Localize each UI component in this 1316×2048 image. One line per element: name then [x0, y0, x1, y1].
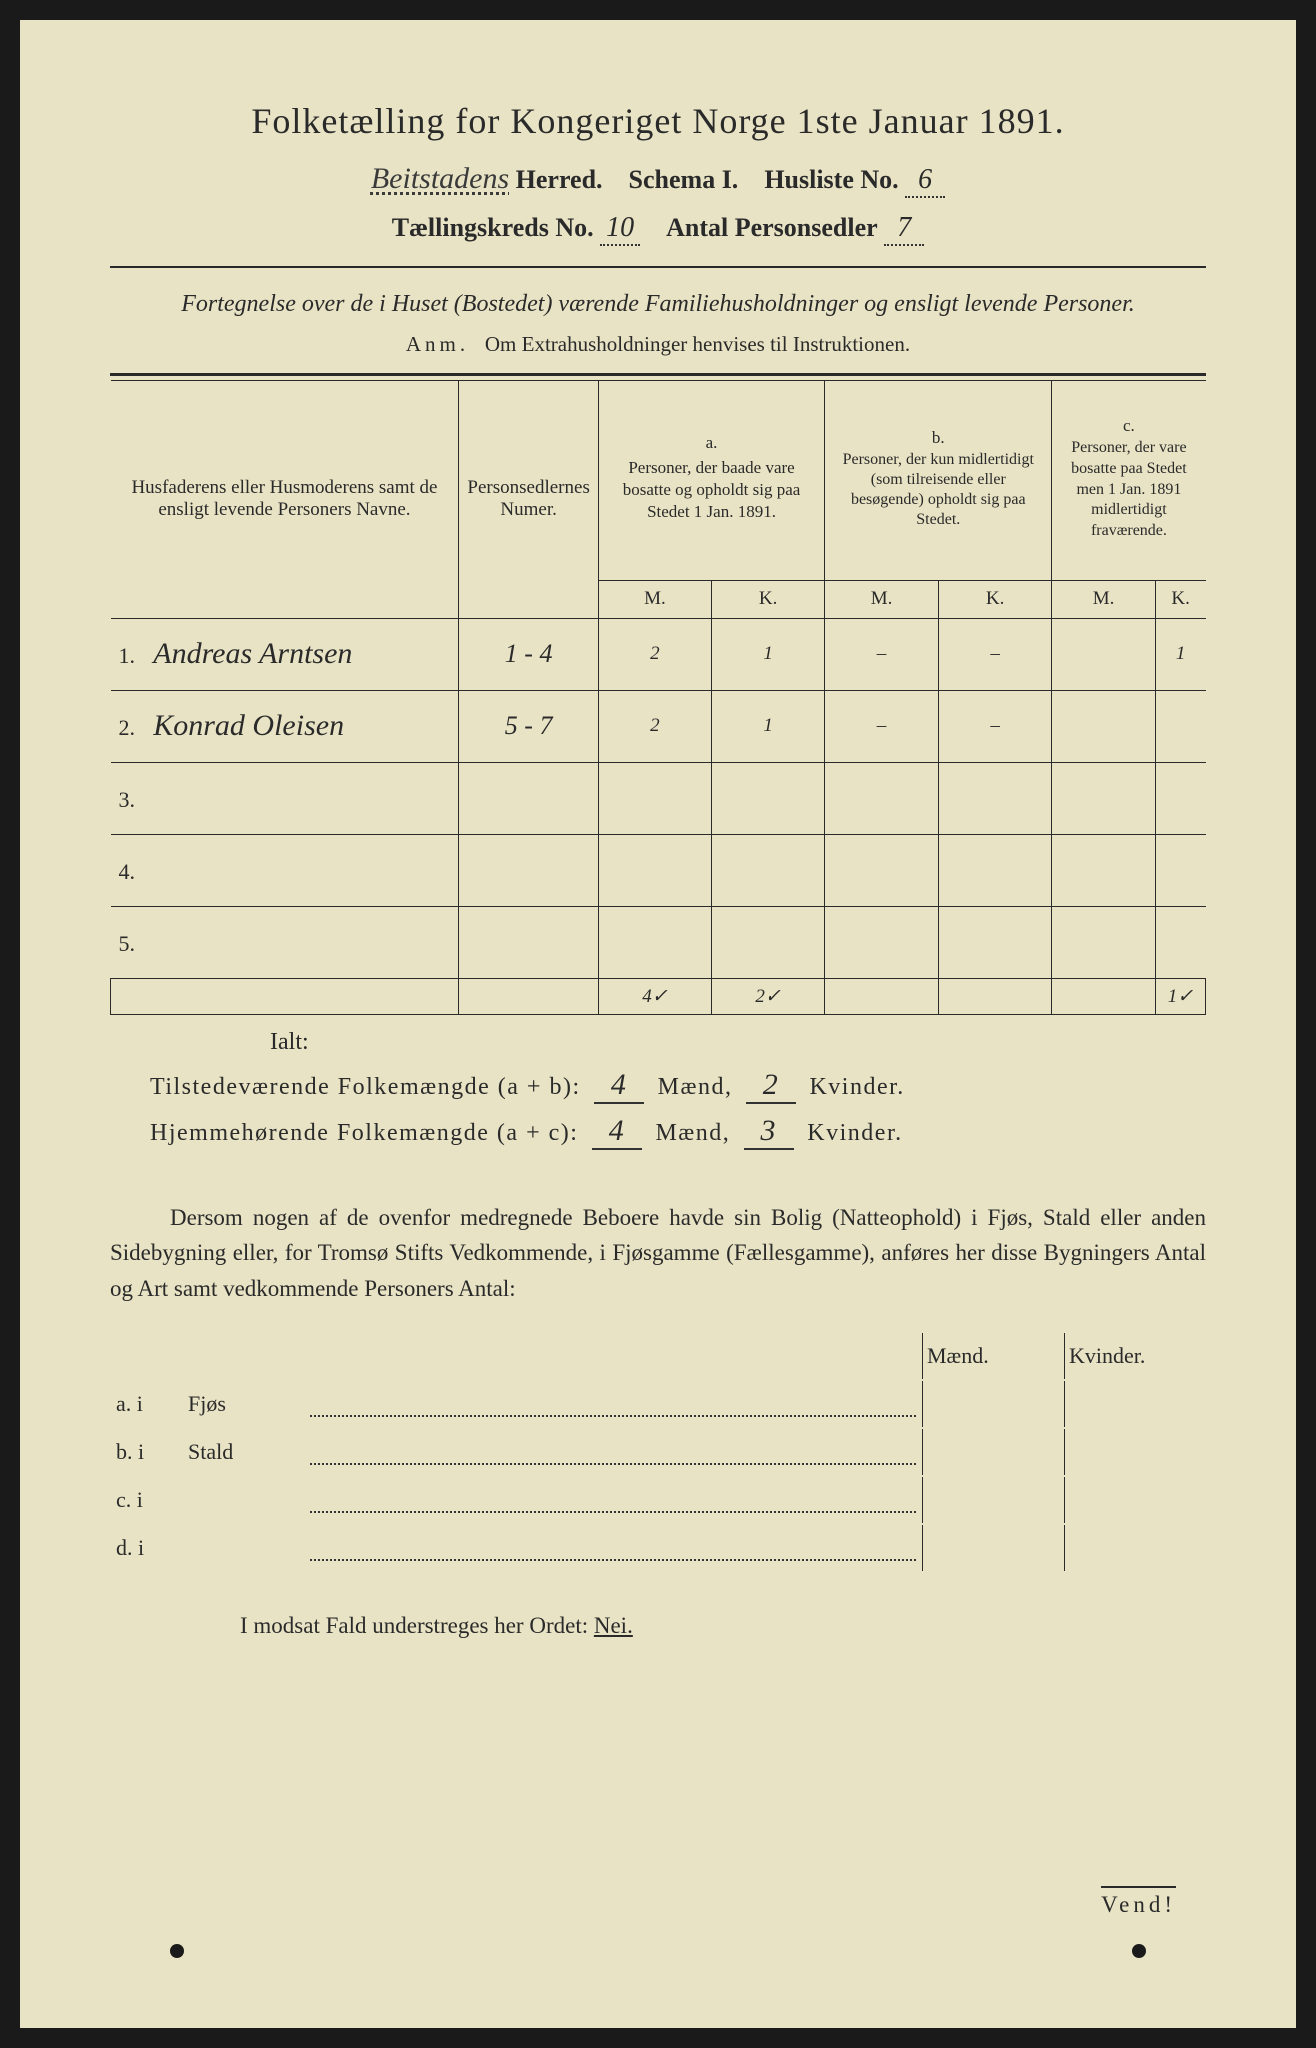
col-b-k: K.	[938, 580, 1051, 618]
col-b-m: M.	[825, 580, 939, 618]
summary-line-1: Tilstedeværende Folkemængde (a + b): 4 M…	[150, 1068, 1206, 1104]
col-c-k: K.	[1155, 580, 1205, 618]
building-table: Mænd. Kvinder. a. iFjøsb. iStaldc. id. i	[110, 1331, 1206, 1573]
bt-maend: Mænd.	[922, 1333, 1062, 1379]
building-paragraph: Dersom nogen af de ovenfor medregnede Be…	[110, 1200, 1206, 1307]
nei-word: Nei.	[594, 1613, 633, 1638]
vend-label: Vend!	[1101, 1886, 1176, 1918]
nei-line: I modsat Fald understreges her Ordet: Ne…	[240, 1613, 1206, 1639]
census-form-page: Folketælling for Kongeriget Norge 1ste J…	[20, 20, 1296, 2028]
sum1-k: 2	[746, 1068, 796, 1104]
sum2-m: 4	[592, 1114, 642, 1150]
herred-label: Herred.	[516, 165, 603, 194]
col-a: a. Personer, der baade vare bosatte og o…	[598, 380, 824, 580]
anm-text: Om Extrahusholdninger henvises til Instr…	[485, 332, 910, 356]
col-names: Husfaderens eller Husmoderens samt de en…	[111, 380, 459, 618]
anm-line: Anm. Om Extrahusholdninger henvises til …	[110, 332, 1206, 357]
header-row-2: Tællingskreds No. 10 Antal Personsedler …	[110, 212, 1206, 246]
page-title: Folketælling for Kongeriget Norge 1ste J…	[110, 100, 1206, 142]
tkreds-no: 10	[600, 212, 640, 246]
building-row: b. iStald	[112, 1429, 1204, 1475]
totals-row: 4✓ 2✓ 1✓	[111, 978, 1206, 1014]
ialt-label: Ialt:	[270, 1029, 1206, 1056]
col-b: b. Personer, der kun midlertidigt (som t…	[825, 380, 1052, 580]
building-row: d. i	[112, 1525, 1204, 1571]
pin-icon	[1132, 1944, 1146, 1958]
antal-label: Antal Personsedler	[666, 213, 878, 242]
pin-icon	[170, 1944, 184, 1958]
herred-handwritten: Beitstadens	[371, 162, 509, 195]
census-table: Husfaderens eller Husmoderens samt de en…	[110, 380, 1206, 1015]
header-row-1: Beitstadens Herred. Schema I. Husliste N…	[110, 162, 1206, 198]
summary-line-2: Hjemmehørende Folkemængde (a + c): 4 Mæn…	[150, 1114, 1206, 1150]
schema-label: Schema I.	[629, 165, 739, 194]
anm-label: Anm.	[406, 332, 469, 356]
building-row: a. iFjøs	[112, 1381, 1204, 1427]
table-row: 2. Konrad Oleisen5 - 721––	[111, 690, 1206, 762]
total-am: 4✓	[598, 978, 711, 1014]
col-a-k: K.	[712, 580, 825, 618]
building-row: c. i	[112, 1477, 1204, 1523]
table-top-rule	[110, 373, 1206, 376]
total-ak: 2✓	[712, 978, 825, 1014]
divider	[110, 266, 1206, 268]
total-ck: 1✓	[1155, 978, 1205, 1014]
antal-no: 7	[884, 212, 924, 246]
col-a-m: M.	[598, 580, 711, 618]
subtitle: Fortegnelse over de i Huset (Bostedet) v…	[110, 288, 1206, 322]
tkreds-label: Tællingskreds No.	[392, 213, 594, 242]
husliste-no: 6	[905, 164, 945, 198]
bt-kvinder: Kvinder.	[1064, 1333, 1204, 1379]
col-c: c. Personer, der vare bosatte paa Stedet…	[1052, 380, 1206, 580]
husliste-label: Husliste No.	[764, 165, 898, 194]
sum1-m: 4	[594, 1068, 644, 1104]
table-row: 4.	[111, 834, 1206, 906]
table-row: 3.	[111, 762, 1206, 834]
table-row: 1. Andreas Arntsen1 - 421––1	[111, 618, 1206, 690]
sum2-k: 3	[744, 1114, 794, 1150]
table-row: 5.	[111, 906, 1206, 978]
col-psn: Personsedlernes Numer.	[459, 380, 598, 618]
col-c-m: M.	[1052, 580, 1156, 618]
